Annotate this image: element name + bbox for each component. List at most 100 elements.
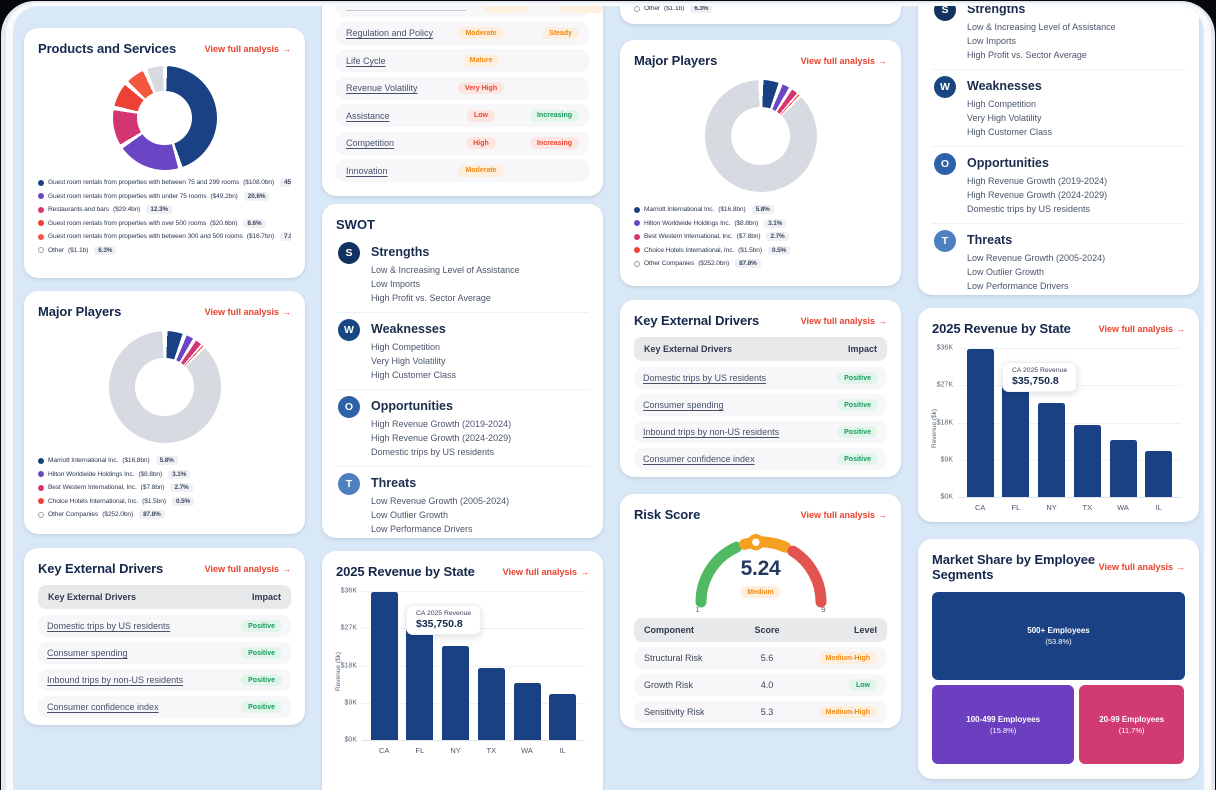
y-axis-tick: $27K: [340, 624, 357, 632]
card-title: Risk Score: [634, 507, 701, 522]
legend-percent: 3.1%: [168, 469, 191, 479]
drivers-table: Domestic trips by US residents Positive Co…: [634, 367, 887, 470]
driver-link[interactable]: Inbound trips by non-US residents: [47, 675, 184, 685]
driver-link[interactable]: Consumer spending: [47, 648, 128, 658]
swot-letter-badge: O: [338, 396, 360, 418]
legend-item: Best Western International, Inc. ($7.8bn)…: [38, 483, 291, 492]
legend-value: ($16.8bn): [718, 206, 746, 213]
legend-percent: 6.3%: [94, 245, 117, 255]
legend-item: Hilton Worldwide Holdings Inc. ($8.8bn) 3.…: [634, 218, 887, 228]
table-row: Consumer spending Positive: [38, 642, 291, 664]
metric-link[interactable]: Competition: [346, 138, 395, 148]
metric-link[interactable]: Life Cycle: [346, 55, 386, 66]
driver-link[interactable]: Domestic trips by US residents: [643, 373, 767, 383]
swot-item: Low Imports: [967, 36, 1017, 46]
legend-label: Choice Hotels International, Inc.: [644, 246, 735, 254]
legend-percent: 5.8%: [751, 205, 774, 214]
swot-item: High Revenue Growth (2024-2029): [371, 433, 512, 443]
gridline: [958, 422, 1181, 424]
arrow-right-icon: →: [282, 306, 291, 317]
dashboard-column-3: Other ($1.1b) 6.3% Major Players View fu…: [620, 6, 901, 790]
view-full-analysis-link[interactable]: View full analysis →: [205, 307, 291, 317]
x-axis-label: IL: [559, 746, 566, 755]
major-players-legend: Marriott International Inc. ($16.8bn) 5.8%…: [38, 456, 291, 519]
revenue-by-state-card: 2025 Revenue by State View full analysis…: [918, 308, 1199, 522]
risk-component: Structural Risk: [644, 653, 703, 663]
impact-badge: Positive: [837, 426, 878, 438]
industry-metrics-card: Regulation and Policy Moderate Steady Life …: [322, 6, 603, 196]
table-row: Consumer confidence index Positive: [634, 448, 887, 470]
legend-dot: [634, 6, 640, 12]
driver-link[interactable]: Consumer spending: [643, 400, 724, 410]
view-full-analysis-link[interactable]: View full analysis →: [1099, 562, 1185, 572]
metric-link[interactable]: Revenue Volatility: [346, 83, 418, 93]
status-badge: Steady: [542, 27, 579, 39]
major-players-donut-chart: [704, 80, 817, 192]
view-full-analysis-link[interactable]: View full analysis →: [1099, 324, 1185, 334]
legend-percent: 0.5%: [171, 496, 195, 506]
risk-component: Sensitivity Risk: [644, 707, 705, 717]
major-players-legend: Marriott International Inc. ($16.8bn) 5.8%…: [634, 205, 887, 268]
driver-link[interactable]: Inbound trips by non-US residents: [643, 427, 780, 437]
card-title: Major Players: [634, 53, 718, 68]
driver-link[interactable]: Consumer confidence index: [643, 454, 755, 464]
legend-value: ($16.7bn): [246, 233, 275, 240]
risk-header-score: Score: [754, 625, 780, 635]
treemap-segment-percent: (11.7%): [1118, 725, 1145, 735]
view-full-analysis-link[interactable]: View full analysis →: [503, 567, 589, 577]
bar-WA: [1109, 440, 1137, 497]
risk-score-cell: 5.6: [760, 653, 774, 663]
treemap-segment-percent: (53.8%): [1045, 637, 1072, 646]
legend-percent: 0.5%: [767, 245, 791, 255]
swot-section-strengths: S Strengths Low & Increasing Level of Assi…: [336, 236, 589, 312]
driver-link[interactable]: Consumer confidence index: [47, 702, 159, 712]
metric-link[interactable]: Assistance: [346, 110, 390, 121]
link-label: View full analysis: [204, 306, 279, 317]
gauge-arc-high: [786, 545, 826, 608]
view-full-analysis-link[interactable]: View full analysis →: [205, 44, 291, 54]
legend-percent: 87.8%: [735, 259, 761, 268]
arrow-right-icon: →: [1176, 323, 1185, 334]
legend-dot: [634, 247, 640, 253]
driver-link[interactable]: Domestic trips by US residents: [47, 621, 171, 631]
legend-item: Guest room rentals from properties with …: [38, 218, 291, 228]
swot-item: High Customer Class: [967, 127, 1053, 137]
status-badge: Increasing: [529, 137, 579, 149]
risk-score-cell: 4.0: [760, 680, 774, 690]
view-full-analysis-link[interactable]: View full analysis →: [801, 316, 887, 326]
legend-value: ($1.1b): [664, 6, 685, 12]
x-axis-label: WA: [521, 746, 533, 755]
swot-item: Domestic trips by US residents: [967, 204, 1091, 214]
legend-item: Other Companies ($252.0bn) 87.8%: [634, 259, 887, 268]
legend-label: Guest room rentals from properties with …: [48, 233, 243, 240]
legend-label: Marriott International Inc.: [48, 457, 119, 464]
legend-item: Restaurants and bars ($29.4bn) 12.3%: [38, 205, 291, 214]
legend-value: ($1.5bn): [738, 246, 762, 254]
arrow-right-icon: →: [282, 563, 291, 574]
view-full-analysis-link[interactable]: View full analysis →: [801, 56, 887, 66]
metric-link[interactable]: Regulation and Policy: [346, 28, 434, 38]
metric-link[interactable]: Innovation: [346, 165, 388, 176]
gridline: [362, 702, 585, 704]
view-full-analysis-link[interactable]: View full analysis →: [205, 564, 291, 574]
gauge-needle-knob: [747, 533, 764, 551]
table-row-clipped: [336, 6, 603, 17]
view-full-analysis-link[interactable]: View full analysis →: [801, 510, 887, 520]
tooltip-value: $35,750.8: [416, 618, 463, 630]
status-badge: Very High: [457, 82, 505, 94]
clipped-badge: [483, 6, 529, 13]
swot-letter-badge: O: [934, 153, 956, 175]
risk-level-badge: Low: [849, 679, 877, 691]
risk-header-level: Level: [853, 625, 877, 635]
swot-item: High Competition: [371, 342, 441, 352]
swot-section-title: Weaknesses: [371, 322, 446, 336]
major-players-card: Major Players View full analysis → Marrio…: [620, 40, 901, 286]
treemap-chart: 500+ Employees (53.8%) 100-499 Employees (1…: [932, 592, 1185, 764]
y-axis-tick: $36K: [936, 344, 953, 352]
x-axis-label: TX: [486, 746, 497, 755]
gridline: [958, 348, 1181, 349]
card-title: Key External Drivers: [38, 561, 164, 576]
swot-section-title: Threats: [371, 476, 417, 490]
legend-dot: [38, 179, 44, 186]
table-row: Domestic trips by US residents Positive: [38, 615, 291, 637]
